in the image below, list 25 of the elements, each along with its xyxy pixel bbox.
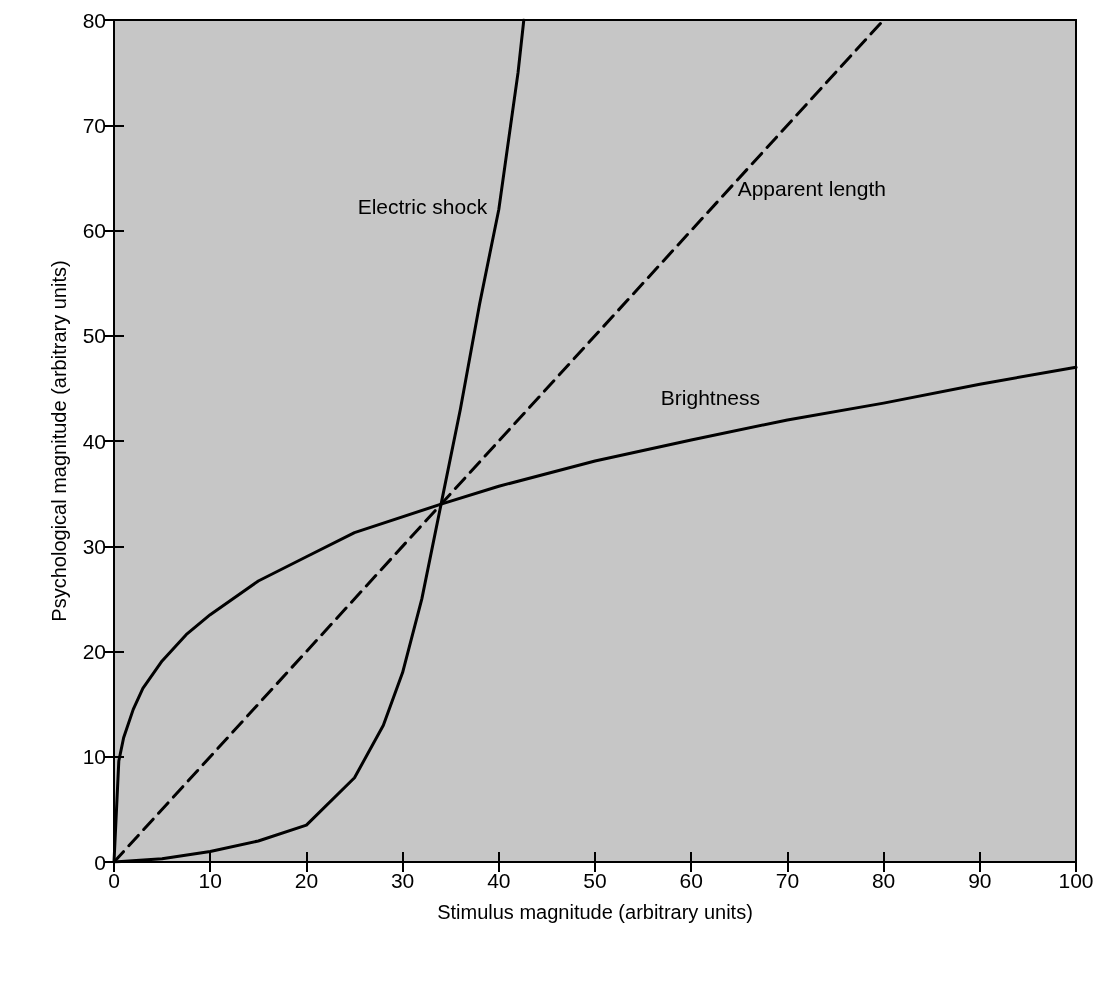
y-tick-label: 80 xyxy=(82,8,106,32)
x-tick-label: 90 xyxy=(968,869,992,892)
x-tick-label: 70 xyxy=(775,869,800,892)
y-tick-label: 60 xyxy=(82,219,106,242)
x-tick-label: 60 xyxy=(679,869,703,892)
series-label: Brightness xyxy=(660,385,761,409)
series-label: Apparent length xyxy=(737,176,886,200)
x-tick-label: 30 xyxy=(390,869,415,892)
y-tick-label: 30 xyxy=(82,534,106,558)
y-tick-label: 20 xyxy=(82,640,106,663)
x-tick-label: 10 xyxy=(198,869,222,892)
y-axis-title: Psychological magnitude (arbitrary units) xyxy=(48,260,70,622)
x-tick-label: 40 xyxy=(487,869,511,892)
y-tick-label: 40 xyxy=(82,429,106,453)
x-tick-label: 80 xyxy=(871,869,896,892)
y-tick-label: 70 xyxy=(82,113,106,137)
x-tick-label: 0 xyxy=(108,869,120,892)
y-tick-label: 10 xyxy=(82,745,106,769)
y-tick-label: 0 xyxy=(94,850,106,874)
x-tick-label: 20 xyxy=(294,869,319,892)
x-axis-title: Stimulus magnitude (arbitrary units) xyxy=(437,901,753,923)
y-tick-label: 50 xyxy=(82,324,106,348)
x-tick-label: 50 xyxy=(583,869,607,892)
series-label: Electric shock xyxy=(357,194,488,218)
x-tick-label: 100 xyxy=(1058,869,1094,892)
